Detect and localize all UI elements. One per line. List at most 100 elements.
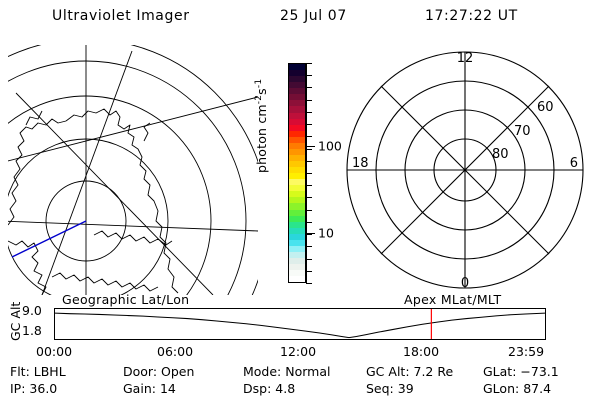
colorbar-band-23 (289, 203, 305, 210)
colorbar-band-12 (289, 136, 305, 143)
timeline-x-tick-4: 23:59 (508, 344, 545, 359)
mlat-label-80: 80 (492, 147, 509, 162)
status-field-value: 7.2 Re (413, 364, 454, 379)
status-field-value: 87.4 (523, 381, 552, 396)
status-row: Flt: LBHL Door: Open Mode: Normal GC Alt: 7… (0, 364, 600, 380)
colorbar-axis-title: photon cm-2s-1 (254, 79, 269, 173)
colorbar-tick-major (306, 233, 315, 234)
status-field-label: GC Alt: (366, 364, 414, 379)
status-field: Flt: LBHL (10, 364, 66, 379)
colorbar-band-21 (289, 191, 305, 198)
colorbar-tick (306, 63, 312, 64)
colorbar-tick (306, 234, 312, 235)
colorbar-band-9 (289, 118, 305, 125)
colorbar-band-10 (289, 124, 305, 131)
status-field-label: Dsp: (243, 381, 276, 396)
colorbar-band-31 (289, 251, 305, 258)
graticule-meridian (41, 50, 133, 296)
colorbar-gradient-strip (288, 63, 306, 283)
colorbar-tick (306, 87, 312, 88)
colorbar-band-34 (289, 270, 305, 277)
colorbar-tick (306, 259, 312, 260)
timeline-y-axis-label: GC Alt (8, 301, 23, 341)
intensity-colorbar[interactable] (288, 63, 307, 283)
status-field-label: Mode: (243, 364, 286, 379)
status-field: Mode: Normal (243, 364, 330, 379)
colorbar-label-0: 100 (318, 138, 342, 154)
graticule-lat-circle (0, 60, 247, 382)
apex-panel-caption: Apex MLat/MLT (404, 292, 502, 307)
colorbar-tick-major (306, 146, 315, 147)
colorbar-band-18 (289, 173, 305, 180)
colorbar-tick (306, 173, 312, 174)
timeline-x-tick-3: 18:00 (403, 344, 440, 359)
status-field-value: Open (161, 364, 195, 379)
coastline-outline (7, 108, 179, 296)
terminator-line (11, 220, 87, 258)
colorbar-tick (306, 210, 312, 211)
status-field-label: GLon: (483, 381, 524, 396)
graticule-lat-circle (0, 38, 269, 400)
mlt-label-18: 18 (352, 156, 369, 171)
timeline-svg (55, 309, 545, 339)
apex-mlat-mlt-dial[interactable]: 12 6 0 18 60 70 80 (340, 45, 590, 295)
colorbar-band-0 (289, 64, 305, 71)
observation-time: 17:27:22 UT (425, 8, 518, 24)
colorbar-tick (306, 100, 312, 101)
colorbar-tick (306, 112, 312, 113)
graticule-meridian (0, 96, 259, 164)
colorbar-band-6 (289, 100, 305, 107)
status-field: GC Alt: 7.2 Re (366, 364, 453, 379)
status-field-label: Gain: (123, 381, 160, 396)
colorbar-tick (306, 149, 312, 150)
colorbar-tick (306, 185, 312, 186)
colorbar-band-29 (289, 239, 305, 246)
status-field: Door: Open (123, 364, 194, 379)
colorbar-band-16 (289, 161, 305, 168)
status-field-label: Flt: (10, 364, 34, 379)
graticule-lat-circle (3, 138, 169, 304)
colorbar-band-13 (289, 142, 305, 149)
geographic-panel-caption: Geographic Lat/Lon (62, 292, 190, 307)
status-field-label: GLat: (483, 364, 521, 379)
colorbar-band-35 (289, 276, 305, 283)
colorbar-band-8 (289, 112, 305, 119)
colorbar-tick (306, 75, 312, 76)
status-field-label: Door: (123, 364, 162, 379)
geographic-polar-map[interactable] (0, 37, 269, 400)
colorbar-band-30 (289, 245, 305, 252)
colorbar-band-7 (289, 106, 305, 113)
colorbar-band-4 (289, 88, 305, 95)
colorbar-tick (306, 271, 312, 272)
colorbar-band-24 (289, 209, 305, 216)
graticule-meridian (15, 92, 214, 296)
graticule-meridian (0, 220, 259, 232)
status-field-label: Seq: (366, 381, 398, 396)
colorbar-tick (306, 161, 312, 162)
orbit-altitude-curve (55, 312, 545, 339)
colorbar-band-2 (289, 76, 305, 83)
colorbar-band-19 (289, 179, 305, 186)
colorbar-tick (306, 136, 312, 137)
timeline-y-tick-low: 1.8 (22, 323, 42, 338)
status-field-value: 39 (397, 381, 414, 396)
orbit-altitude-timeline[interactable] (54, 308, 546, 340)
colorbar-tick (306, 124, 312, 125)
mlt-label-0: 0 (461, 276, 469, 291)
status-field-value: 4.8 (275, 381, 296, 396)
colorbar-band-14 (289, 148, 305, 155)
colorbar-band-3 (289, 82, 305, 89)
colorbar-units-base: photon cm (254, 104, 270, 173)
timeline-x-tick-1: 06:00 (157, 344, 194, 359)
timeline-x-tick-0: 00:00 (36, 344, 73, 359)
colorbar-band-27 (289, 227, 305, 234)
geographic-map-svg (0, 37, 269, 400)
status-row: IP: 36.0 Gain: 14 Dsp: 4.8 Seq: 39 GLon: 87.… (0, 381, 600, 397)
status-field: Seq: 39 (366, 381, 414, 396)
status-field: GLat: −73.1 (483, 364, 559, 379)
status-field-label: IP: (10, 381, 30, 396)
mlt-label-12: 12 (457, 51, 474, 66)
status-footer: Flt: LBHL Door: Open Mode: Normal GC Alt: 7… (0, 364, 600, 398)
colorbar-band-20 (289, 185, 305, 192)
